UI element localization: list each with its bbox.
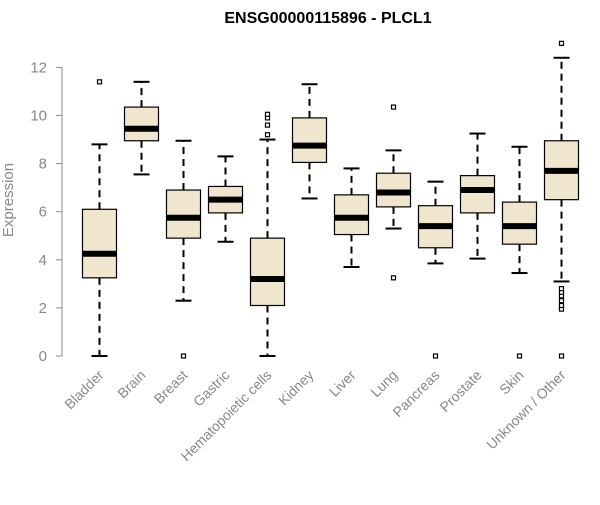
y-tick-label: 2 bbox=[39, 300, 47, 317]
iqr-box bbox=[249, 237, 286, 307]
box-brain bbox=[123, 80, 160, 176]
outlier-point bbox=[264, 122, 271, 128]
y-axis-label: Expression bbox=[0, 163, 17, 237]
outlier-point bbox=[558, 40, 565, 46]
chart-title: ENSG00000115896 - PLCL1 bbox=[224, 10, 431, 27]
x-tick-label: Prostate bbox=[436, 367, 484, 415]
outlier-point bbox=[96, 79, 103, 85]
outlier-point bbox=[516, 353, 523, 359]
box-pancreas bbox=[417, 180, 454, 359]
x-tick-label: Brain bbox=[114, 367, 148, 401]
x-tick-label: Breast bbox=[151, 367, 191, 407]
y-tick-label: 4 bbox=[39, 252, 47, 269]
y-tick-label: 8 bbox=[39, 156, 47, 173]
outlier-point bbox=[432, 353, 439, 359]
box-hematopoietic-cells bbox=[249, 111, 286, 357]
iqr-box bbox=[501, 201, 538, 245]
iqr-box bbox=[459, 175, 496, 214]
iqr-box bbox=[165, 189, 202, 239]
box-lung bbox=[375, 104, 412, 281]
x-tick-label: Bladder bbox=[61, 367, 107, 413]
y-tick-label: 10 bbox=[30, 108, 47, 125]
box-gastric bbox=[207, 155, 244, 243]
y-tick-label: 12 bbox=[30, 59, 47, 76]
x-tick-label: Kidney bbox=[275, 367, 317, 409]
x-tick-label: Unknown / Other bbox=[483, 367, 569, 453]
box-unknown-other bbox=[543, 40, 580, 359]
iqr-box bbox=[81, 208, 118, 279]
iqr-box bbox=[291, 117, 328, 163]
outlier-point bbox=[558, 353, 565, 359]
x-tick-label: Lung bbox=[367, 367, 400, 400]
y-axis: 0 2 4 6 8 10 12 bbox=[30, 59, 63, 365]
x-tick-label: Skin bbox=[496, 367, 527, 398]
box-prostate bbox=[459, 132, 496, 260]
box-liver bbox=[333, 167, 370, 269]
box-kidney bbox=[291, 83, 328, 200]
y-tick-label: 0 bbox=[39, 348, 47, 365]
outlier-point bbox=[558, 302, 565, 309]
x-tick-label: Pancreas bbox=[389, 367, 442, 420]
outlier-point bbox=[390, 275, 397, 281]
boxes-group bbox=[81, 40, 580, 359]
outlier-point bbox=[264, 132, 271, 138]
outlier-point bbox=[558, 298, 565, 304]
outlier-point bbox=[558, 286, 565, 292]
x-tick-label: Liver bbox=[326, 367, 359, 400]
y-tick-label: 6 bbox=[39, 204, 47, 221]
outlier-point bbox=[264, 111, 271, 117]
box-breast bbox=[165, 139, 202, 359]
outlier-point bbox=[390, 104, 397, 110]
outlier-point bbox=[180, 353, 187, 359]
box-skin bbox=[501, 145, 538, 359]
iqr-box bbox=[123, 106, 160, 142]
iqr-box bbox=[333, 194, 370, 236]
box-bladder bbox=[81, 79, 118, 357]
